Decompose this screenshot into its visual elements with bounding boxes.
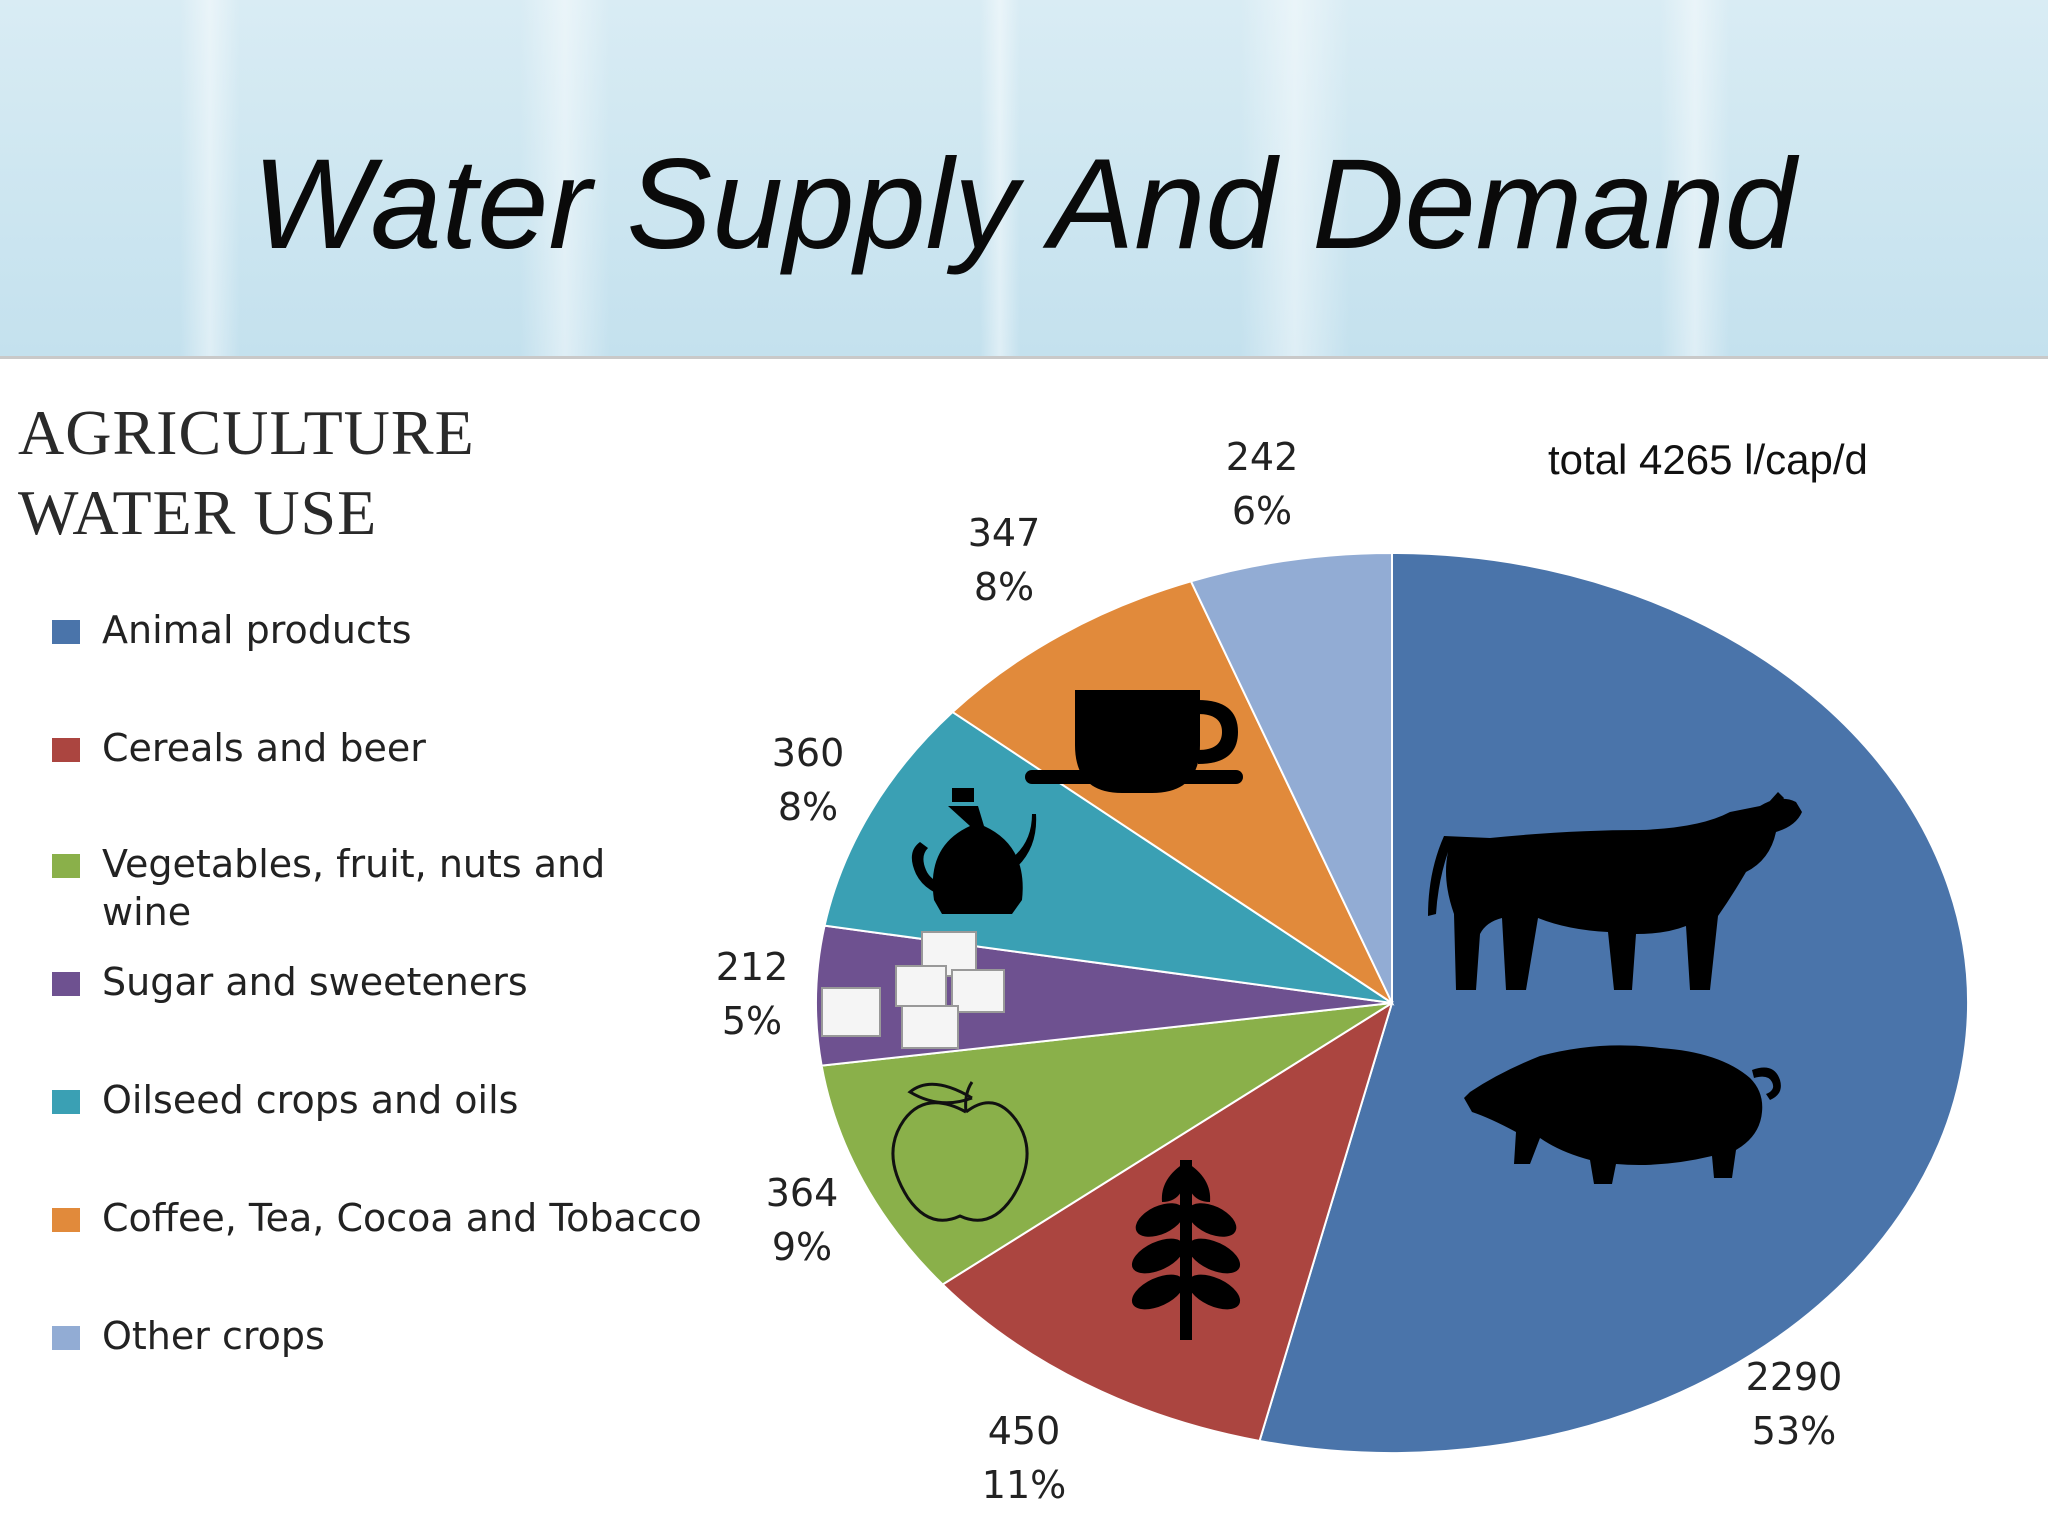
apple-icon: [891, 1081, 1029, 1222]
data-label-vegetables-value: 364: [766, 1171, 839, 1215]
data-label-sugar-percent: 5%: [722, 999, 782, 1043]
data-label-oilseed-percent: 8%: [778, 785, 838, 829]
slice-icons: [821, 690, 1802, 1340]
legend-label: Sugar and sweeteners: [102, 960, 528, 1004]
data-label-other-crops-percent: 6%: [1232, 489, 1292, 533]
data-label-animal-value: 2290: [1746, 1355, 1843, 1399]
data-label-oilseed-value: 360: [772, 731, 845, 775]
legend-swatch: [52, 854, 80, 878]
legend-swatch: [52, 620, 80, 644]
sugar-cubes-icon: [821, 931, 1005, 1049]
legend-label: Vegetables, fruit, nuts and wine: [102, 842, 606, 934]
data-label-coffee-percent: 8%: [974, 565, 1034, 609]
slide-header-background: [0, 0, 2048, 356]
pie-slice-animal-products: [1258, 551, 1969, 1454]
legend-label: Animal products: [102, 608, 412, 652]
pie-slice-oilseed-crops-and-oils: [823, 710, 1393, 1004]
data-label-coffee-value: 347: [968, 511, 1041, 555]
pie-slice-vegetables-fruit-nuts-and-wine: [820, 1002, 1393, 1286]
total-annotation: total 4265 l/cap/d: [1548, 436, 1868, 483]
legend-label: Coffee, Tea, Cocoa and Tobacco: [102, 1196, 702, 1240]
pie-data-labels: 242 6% 347 8% 360 8% 212 5% 364 9% 450 1…: [716, 435, 1843, 1507]
wheat-icon: [1131, 1160, 1241, 1340]
header-divider: [0, 356, 2048, 359]
slide-title: Water Supply And Demand: [252, 133, 1796, 276]
legend-swatch: [52, 1208, 80, 1232]
chart-title: AGRICULTURE WATER USE: [18, 393, 475, 553]
legend-label: Cereals and beer: [102, 726, 426, 770]
pie-slice-coffee-tea-cocoa-and-tobacco: [950, 580, 1395, 1006]
legend-swatch: [52, 972, 80, 996]
data-label-cereals-percent: 11%: [982, 1463, 1066, 1507]
chart-title-line-1: AGRICULTURE: [18, 397, 475, 468]
legend-swatch: [52, 738, 80, 762]
legend-label: Oilseed crops and oils: [102, 1078, 519, 1122]
cow-icon: [1428, 792, 1802, 990]
oil-jug-icon: [911, 788, 1037, 914]
pie-slice-other-crops: [1189, 551, 1393, 1004]
data-label-vegetables-percent: 9%: [772, 1225, 832, 1269]
legend-swatch: [52, 1326, 80, 1350]
data-label-cereals-value: 450: [988, 1409, 1061, 1453]
data-label-animal-percent: 53%: [1752, 1409, 1836, 1453]
legend-swatch: [52, 1090, 80, 1114]
chart-title-line-2: WATER USE: [18, 477, 378, 548]
legend-label: Other crops: [102, 1314, 325, 1358]
data-label-other-crops-value: 242: [1226, 435, 1299, 479]
coffee-cup-icon: [1025, 690, 1243, 793]
data-label-sugar-value: 212: [716, 945, 789, 989]
pig-icon: [1464, 1045, 1781, 1184]
